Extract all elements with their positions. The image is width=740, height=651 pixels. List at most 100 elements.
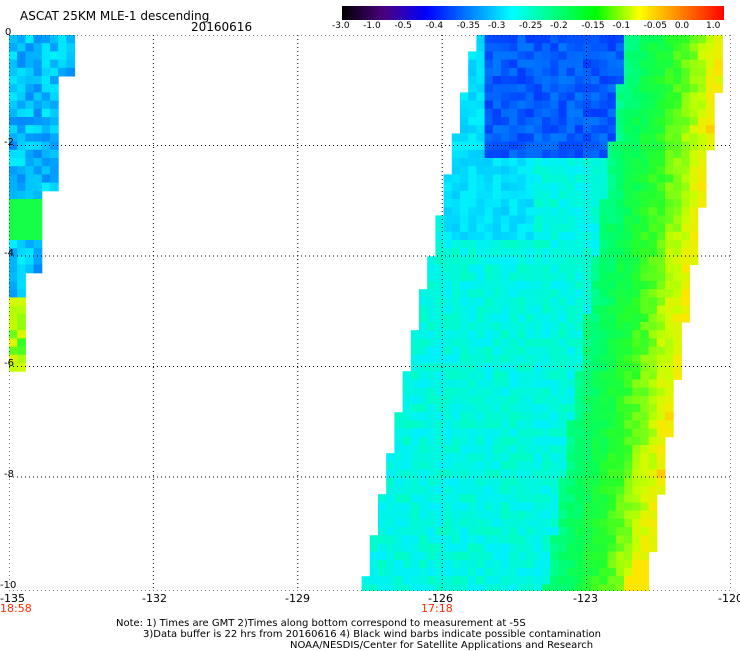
wind-cell [599, 297, 609, 307]
wind-cell [476, 223, 486, 233]
wind-cell [484, 67, 494, 77]
wind-cell [501, 76, 510, 85]
wind-cell [533, 125, 543, 134]
wind-cell [566, 59, 576, 69]
wind-cell [41, 84, 51, 93]
wind-cell [624, 404, 633, 413]
wind-cell [402, 379, 412, 389]
wind-cell [665, 92, 674, 102]
wind-cell [509, 76, 518, 85]
wind-cell [460, 141, 469, 151]
wind-cell [492, 428, 502, 438]
wind-cell [665, 338, 674, 348]
wind-cell [673, 149, 682, 159]
wind-cell [673, 92, 682, 102]
wind-cell [378, 494, 387, 503]
wind-cell [550, 404, 559, 413]
wind-cell [566, 559, 576, 569]
wind-cell [665, 199, 674, 208]
wind-cell [624, 510, 633, 520]
wind-cell [558, 445, 568, 454]
wind-cell [476, 354, 486, 364]
wind-cell [640, 346, 650, 356]
wind-cell [66, 67, 76, 77]
wind-cell [632, 535, 641, 544]
wind-cell [460, 100, 469, 110]
wind-cell [656, 354, 666, 364]
wind-cell [542, 117, 551, 126]
wind-cell [533, 322, 543, 331]
wind-cell [550, 379, 559, 389]
wind-cell [574, 51, 584, 61]
wind-cell [525, 281, 535, 290]
wind-cell [427, 297, 436, 307]
wind-cell [656, 174, 666, 184]
wind-cell [533, 141, 543, 151]
wind-cell [419, 486, 428, 495]
wind-cell [599, 568, 609, 577]
wind-cell [517, 76, 527, 85]
wind-cell [435, 281, 445, 290]
wind-cell [525, 502, 535, 512]
wind-cell [17, 338, 26, 348]
wind-cell [599, 404, 609, 413]
wind-cell [476, 379, 486, 389]
wind-cell [542, 125, 551, 134]
wind-cell [525, 395, 535, 405]
wind-cell [443, 502, 453, 512]
wind-cell [632, 584, 641, 591]
wind-cell [574, 330, 584, 339]
wind-cell [566, 576, 576, 585]
wind-cell [640, 67, 650, 77]
wind-cell [435, 248, 445, 257]
wind-cell [607, 272, 617, 282]
wind-cell [583, 363, 592, 372]
wind-cell [533, 190, 543, 200]
wind-cell [517, 584, 527, 591]
wind-cell [476, 59, 486, 69]
wind-cell [542, 35, 551, 44]
wind-cell [656, 199, 666, 208]
wind-cell [656, 297, 666, 307]
wind-cell [574, 428, 584, 438]
wind-cell [558, 100, 568, 110]
wind-cell [17, 297, 26, 307]
wind-cell [484, 551, 494, 561]
wind-cell [509, 453, 518, 462]
wind-cell [681, 281, 691, 290]
wind-cell [386, 486, 395, 495]
wind-cell [632, 182, 641, 192]
wind-cell [624, 313, 633, 323]
wind-cell [665, 354, 674, 364]
wind-cell [525, 363, 535, 372]
wind-cell [468, 297, 477, 307]
wind-cell [656, 43, 666, 52]
wind-cell [451, 199, 461, 208]
wind-cell [689, 149, 699, 159]
wind-cell [648, 461, 658, 471]
wind-cell [574, 559, 584, 569]
wind-cell [492, 231, 502, 241]
wind-cell [550, 412, 559, 421]
wind-cell [435, 428, 445, 438]
wind-cell [591, 346, 600, 356]
wind-cell [558, 461, 568, 471]
wind-cell [542, 158, 551, 167]
wind-cell [460, 535, 469, 544]
wind-cell [640, 486, 650, 495]
wind-cell [624, 346, 633, 356]
wind-cell [615, 387, 625, 397]
wind-cell [9, 313, 18, 323]
wind-cell [476, 272, 486, 282]
wind-cell [566, 51, 576, 61]
wind-cell [673, 248, 682, 257]
wind-cell [419, 527, 428, 536]
wind-cell [689, 199, 699, 208]
wind-cell [632, 51, 641, 61]
wind-cell [574, 223, 584, 233]
wind-cell [640, 223, 650, 233]
wind-cell [386, 551, 395, 561]
wind-cell [656, 51, 666, 61]
wind-cell [427, 477, 436, 487]
wind-cell [410, 584, 420, 591]
